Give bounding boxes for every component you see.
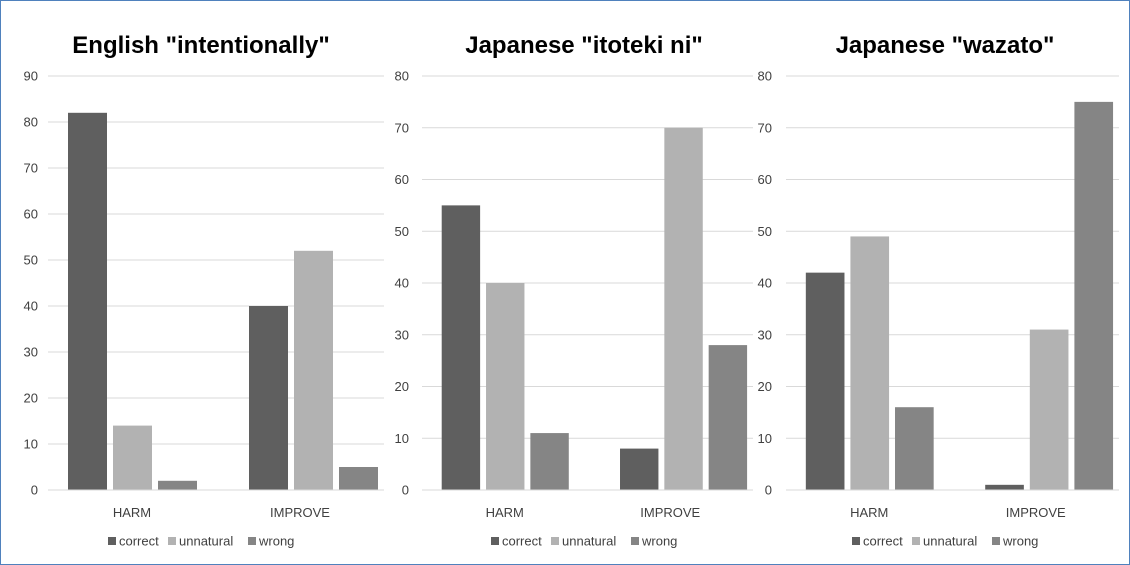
x-category-label: IMPROVE xyxy=(1006,505,1066,520)
y-tick-label: 30 xyxy=(395,327,409,342)
x-category-label: IMPROVE xyxy=(640,505,700,520)
y-tick-label: 60 xyxy=(758,172,772,187)
y-tick-label: 30 xyxy=(758,327,772,342)
y-tick-label: 40 xyxy=(758,276,772,291)
bar-correct-improve xyxy=(249,306,288,490)
chart-panel-3: Japanese "wazato" 0 10 20 30 40 50 60 70 80 HARM IM… xyxy=(758,32,1119,549)
bar-wrong-harm xyxy=(895,407,934,490)
legend-swatch-correct xyxy=(852,537,860,545)
legend-label-unnatural: unnatural xyxy=(562,534,616,549)
legend-label-wrong: wrong xyxy=(258,534,294,549)
bar-correct-improve xyxy=(985,484,1024,490)
bar-wrong-improve xyxy=(1074,101,1114,490)
bar-correct-harm xyxy=(441,205,481,490)
legend-label-unnatural: unnatural xyxy=(179,534,233,549)
bar-wrong-harm xyxy=(530,433,569,490)
legend-swatch-unnatural xyxy=(551,537,559,545)
y-tick-label: 0 xyxy=(765,483,772,498)
y-tick-label: 40 xyxy=(395,276,409,291)
bar-wrong-improve xyxy=(339,467,378,490)
y-tick-label: 70 xyxy=(24,161,38,176)
y-tick-label: 0 xyxy=(31,483,38,498)
bar-correct-improve xyxy=(620,448,659,490)
legend-swatch-wrong xyxy=(248,537,256,545)
legend-label-correct: correct xyxy=(863,534,903,549)
bar-unnatural-improve xyxy=(294,250,333,490)
legend-label-unnatural: unnatural xyxy=(923,534,977,549)
y-tick-label: 0 xyxy=(402,483,409,498)
y-tick-label: 50 xyxy=(758,224,772,239)
bar-unnatural-improve xyxy=(664,127,703,490)
y-tick-label: 50 xyxy=(395,224,409,239)
y-tick-label: 80 xyxy=(758,69,772,84)
y-tick-label: 10 xyxy=(24,437,38,452)
y-tick-label: 20 xyxy=(24,391,38,406)
bar-wrong-improve xyxy=(708,345,748,490)
y-tick-label: 10 xyxy=(395,431,409,446)
y-tick-label: 80 xyxy=(395,69,409,84)
bar-correct-harm xyxy=(805,272,845,490)
legend: correct unnatural wrong xyxy=(108,534,294,549)
legend-label-correct: correct xyxy=(119,534,159,549)
legend: correct unnatural wrong xyxy=(491,534,677,549)
legend: correct unnatural wrong xyxy=(852,534,1038,549)
legend-label-wrong: wrong xyxy=(641,534,677,549)
y-tick-label: 70 xyxy=(758,120,772,135)
bar-wrong-harm xyxy=(158,480,197,490)
legend-swatch-wrong xyxy=(631,537,639,545)
bar-correct-harm xyxy=(68,112,107,491)
y-tick-label: 50 xyxy=(24,253,38,268)
y-tick-label: 60 xyxy=(395,172,409,187)
chart-panel-2: Japanese "itoteki ni" 0 10 20 30 40 50 60 70 80 HA… xyxy=(395,32,753,549)
bar-unnatural-improve xyxy=(1029,329,1069,490)
y-tick-label: 20 xyxy=(395,379,409,394)
y-tick-label: 30 xyxy=(24,345,38,360)
y-tick-label: 80 xyxy=(24,115,38,130)
chart-title: English "intentionally" xyxy=(72,32,329,59)
legend-swatch-correct xyxy=(491,537,499,545)
y-tick-label: 90 xyxy=(24,69,38,84)
y-tick-label: 40 xyxy=(24,299,38,314)
legend-swatch-correct xyxy=(108,537,116,545)
x-category-label: HARM xyxy=(486,505,524,520)
legend-swatch-unnatural xyxy=(912,537,920,545)
x-category-label: HARM xyxy=(850,505,888,520)
chart-panel-1: English "intentionally" 0 10 20 30 40 50 60 70 80… xyxy=(24,32,384,549)
legend-swatch-unnatural xyxy=(168,537,176,545)
legend-label-correct: correct xyxy=(502,534,542,549)
bar-unnatural-harm xyxy=(113,425,152,490)
y-tick-label: 10 xyxy=(758,431,772,446)
legend-swatch-wrong xyxy=(992,537,1000,545)
y-tick-label: 20 xyxy=(758,379,772,394)
chart-title: Japanese "wazato" xyxy=(836,32,1055,59)
bar-unnatural-harm xyxy=(486,283,525,490)
y-tick-label: 70 xyxy=(395,120,409,135)
x-category-label: HARM xyxy=(113,505,151,520)
x-category-label: IMPROVE xyxy=(270,505,330,520)
chart-title: Japanese "itoteki ni" xyxy=(465,32,703,59)
legend-label-wrong: wrong xyxy=(1002,534,1038,549)
bar-unnatural-harm xyxy=(850,236,890,490)
y-tick-label: 60 xyxy=(24,207,38,222)
